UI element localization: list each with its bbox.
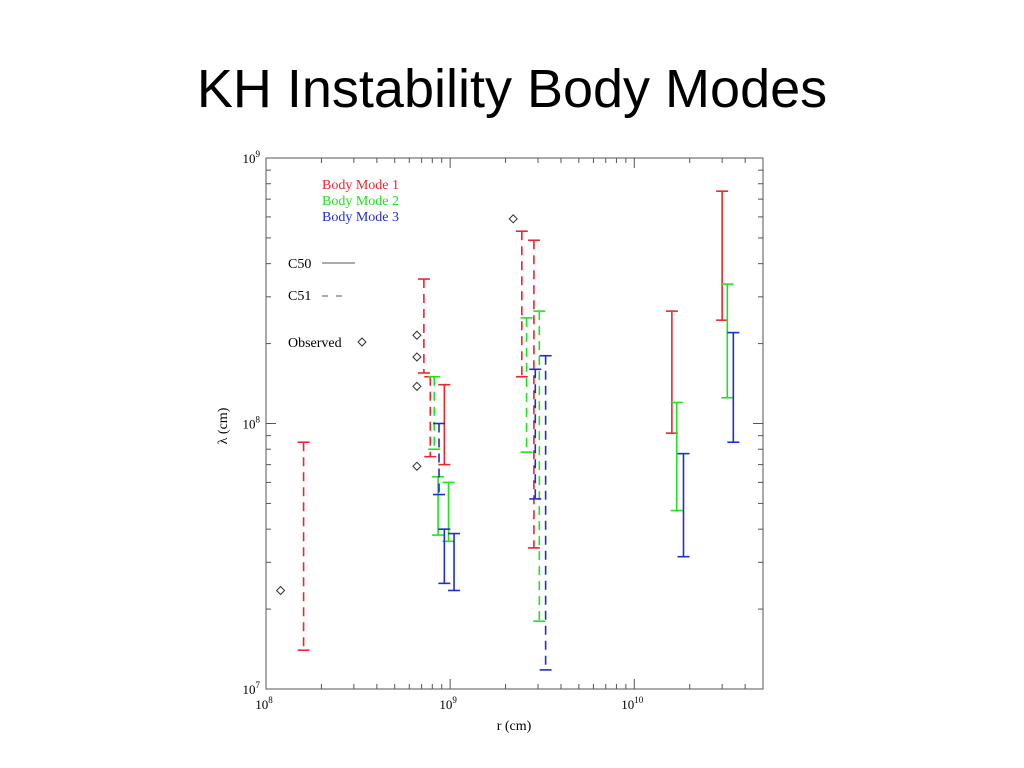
y-tick-label: 109 [243, 149, 261, 166]
legend-c50-label: C50 [288, 257, 311, 272]
y-tick-label: 107 [243, 680, 261, 697]
observed-point [508, 214, 518, 224]
legend-observed-label: Observed [288, 336, 342, 351]
error-bar-mode-1 [716, 190, 729, 321]
error-bar-mode-1 [515, 230, 528, 378]
observed-point [275, 585, 286, 596]
legend-entry-mode-1: Body Mode 1 [322, 178, 399, 193]
axis-ticks [265, 158, 764, 690]
observed-point [412, 381, 422, 392]
error-bar-mode-2 [520, 317, 533, 453]
x-tick-label: 1010 [621, 695, 644, 712]
error-bar-mode-3 [677, 452, 690, 558]
legend-entry-mode-2: Body Mode 2 [322, 194, 399, 209]
error-bar-mode-2 [432, 475, 445, 536]
y-tick-label: 108 [243, 415, 261, 432]
error-bar-mode-1 [438, 383, 451, 466]
legend-c51-label: C51 [288, 289, 311, 304]
x-axis-label: r (cm) [497, 719, 532, 734]
error-bars [297, 190, 740, 671]
error-bar-mode-2 [428, 375, 441, 451]
error-bar-mode-1 [665, 310, 678, 434]
observed-point [412, 352, 422, 362]
slide-title: KH Instability Body Modes [196, 59, 828, 119]
error-bar-mode-3 [529, 368, 542, 500]
error-bar-mode-3 [448, 532, 461, 592]
error-bar-mode-1 [527, 239, 540, 549]
legend-observed-symbol [357, 337, 367, 347]
error-bar-mode-3 [727, 331, 740, 444]
plot-border [265, 157, 764, 690]
observed-point [412, 461, 422, 471]
error-bar-mode-2 [533, 310, 546, 623]
error-bar-mode-2 [670, 401, 683, 512]
error-bar-mode-1 [417, 278, 430, 374]
observed-point [412, 330, 422, 340]
observed-points [275, 214, 518, 596]
plot-frame [265, 157, 764, 690]
y-axis-label: λ (cm) [216, 407, 231, 444]
error-bar-mode-2 [721, 283, 734, 399]
x-tick-label: 108 [255, 695, 273, 712]
error-bar-mode-3 [433, 422, 446, 496]
x-tick-label: 109 [439, 695, 457, 712]
error-bar-mode-3 [438, 528, 451, 585]
error-bar-mode-1 [297, 441, 310, 652]
legend-entry-mode-3: Body Mode 3 [322, 210, 399, 225]
error-bar-mode-3 [539, 354, 552, 671]
